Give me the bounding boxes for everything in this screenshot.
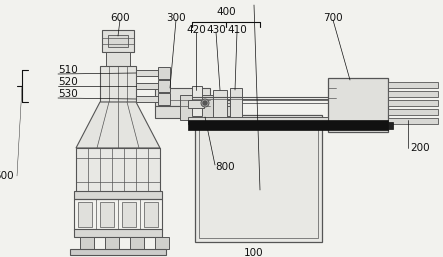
Bar [102, 30, 134, 52]
Bar [74, 199, 162, 230]
Text: 400: 400 [216, 7, 236, 17]
Bar [105, 237, 119, 249]
Bar [388, 118, 438, 124]
Bar [388, 100, 438, 106]
Bar [144, 202, 158, 227]
Circle shape [203, 101, 207, 105]
Text: 410: 410 [227, 25, 247, 35]
Bar [188, 100, 204, 108]
Bar [74, 229, 162, 237]
Text: 200: 200 [410, 143, 430, 153]
Text: 500: 500 [0, 171, 14, 181]
Bar [187, 106, 231, 116]
Bar [122, 202, 136, 227]
Bar [195, 100, 230, 116]
Bar [100, 66, 136, 102]
Bar [388, 122, 393, 129]
Bar [155, 88, 210, 106]
Text: 600: 600 [110, 13, 130, 23]
Bar [155, 106, 215, 118]
Bar [80, 237, 94, 249]
Text: 510: 510 [58, 65, 78, 75]
Bar [106, 52, 130, 66]
Bar [188, 117, 328, 124]
Bar [158, 67, 170, 79]
Text: 520: 520 [58, 77, 78, 87]
Bar [328, 78, 388, 132]
Text: 420: 420 [186, 25, 206, 35]
Text: 530: 530 [58, 89, 78, 99]
Bar [108, 35, 128, 47]
Bar [130, 237, 144, 249]
Bar [158, 80, 170, 92]
Text: 700: 700 [323, 13, 343, 23]
Bar [388, 91, 438, 97]
Bar [195, 118, 215, 126]
Polygon shape [76, 102, 160, 148]
Bar [136, 70, 158, 76]
Bar [199, 119, 318, 238]
Bar [76, 148, 160, 192]
Bar [230, 88, 242, 120]
Bar [195, 115, 322, 242]
Bar [388, 109, 438, 115]
Bar [155, 237, 169, 249]
Bar [78, 202, 92, 227]
Text: 100: 100 [244, 248, 264, 257]
Bar [70, 249, 166, 255]
Bar [136, 83, 158, 89]
Bar [158, 93, 170, 105]
Bar [188, 120, 388, 130]
Bar [388, 82, 438, 88]
Text: 430: 430 [206, 25, 226, 35]
Bar [180, 95, 215, 120]
Bar [74, 191, 162, 199]
Bar [100, 202, 114, 227]
Bar [213, 90, 227, 118]
Text: 300: 300 [166, 13, 186, 23]
Circle shape [201, 99, 209, 107]
Bar [136, 96, 158, 102]
Bar [192, 86, 202, 116]
Text: 800: 800 [215, 162, 235, 172]
